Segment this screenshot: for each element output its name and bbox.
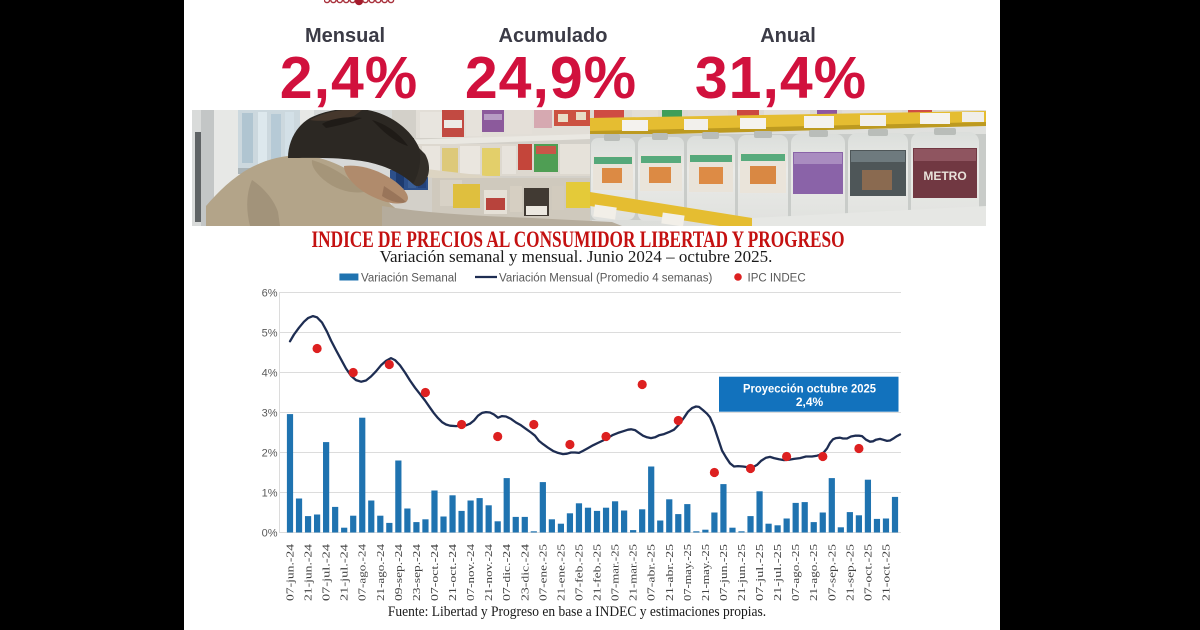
svg-text:07-oct.-24: 07-oct.-24 xyxy=(430,543,441,601)
svg-text:07-jul.-25: 07-jul.-25 xyxy=(755,544,766,601)
svg-text:4%: 4% xyxy=(262,368,278,380)
svg-text:07-may.-25: 07-may.-25 xyxy=(683,544,694,601)
svg-text:21-jul.-25: 21-jul.-25 xyxy=(773,544,784,601)
svg-text:1%: 1% xyxy=(262,488,278,500)
svg-text:21-feb.-25: 21-feb.-25 xyxy=(593,544,604,601)
svg-text:23-sep.-24: 23-sep.-24 xyxy=(412,543,423,601)
svg-text:IPC INDEC: IPC INDEC xyxy=(748,273,806,285)
svg-text:07-feb.-25: 07-feb.-25 xyxy=(575,544,586,601)
svg-text:07-jun.-25: 07-jun.-25 xyxy=(719,544,730,601)
svg-text:2%: 2% xyxy=(262,448,278,460)
svg-text:07-jun.-24: 07-jun.-24 xyxy=(286,543,297,601)
svg-text:Variación Mensual (Promedio 4: Variación Mensual (Promedio 4 semanas) xyxy=(499,273,712,285)
svg-text:METRO: METRO xyxy=(923,169,966,183)
svg-text:21-oct.-24: 21-oct.-24 xyxy=(448,543,459,601)
svg-text:5%: 5% xyxy=(262,328,278,340)
svg-text:07-dic.-24: 07-dic.-24 xyxy=(502,543,513,601)
svg-text:21-may.-25: 21-may.-25 xyxy=(701,544,712,601)
svg-text:07-mar.-25: 07-mar.-25 xyxy=(611,544,622,601)
svg-text:3%: 3% xyxy=(262,408,278,420)
svg-text:Variación Semanal: Variación Semanal xyxy=(361,273,457,285)
svg-text:21-ago.-25: 21-ago.-25 xyxy=(809,544,820,601)
svg-text:21-jun.-24: 21-jun.-24 xyxy=(304,543,315,601)
svg-text:07-sep.-25: 07-sep.-25 xyxy=(827,544,838,601)
svg-text:07-ene.-25: 07-ene.-25 xyxy=(538,544,549,601)
svg-text:07-ago.-25: 07-ago.-25 xyxy=(791,544,802,601)
svg-text:21-ago.-24: 21-ago.-24 xyxy=(376,543,387,601)
svg-text:6%: 6% xyxy=(262,288,278,300)
svg-text:0%: 0% xyxy=(262,528,278,540)
svg-text:07-abr.-25: 07-abr.-25 xyxy=(647,544,658,601)
svg-text:23-dic.-24: 23-dic.-24 xyxy=(520,543,531,601)
svg-text:07-ago.-24: 07-ago.-24 xyxy=(358,543,369,601)
svg-text:21-ene.-25: 21-ene.-25 xyxy=(556,544,567,601)
svg-text:21-mar.-25: 21-mar.-25 xyxy=(629,544,640,601)
svg-text:09-sep.-24: 09-sep.-24 xyxy=(394,543,405,601)
svg-text:21-jul.-24: 21-jul.-24 xyxy=(340,543,351,601)
svg-text:21-abr.-25: 21-abr.-25 xyxy=(665,544,676,601)
svg-text:Proyección octubre 2025: Proyección octubre 2025 xyxy=(743,382,876,396)
svg-text:21-jun.-25: 21-jun.-25 xyxy=(737,544,748,601)
svg-text:21-oct.-25: 21-oct.-25 xyxy=(882,544,893,601)
svg-text:07-jul.-24: 07-jul.-24 xyxy=(322,543,333,601)
svg-text:07-nov.-24: 07-nov.-24 xyxy=(466,543,477,601)
svg-text:21-sep.-25: 21-sep.-25 xyxy=(845,544,856,601)
svg-text:21-nov.-24: 21-nov.-24 xyxy=(484,543,495,601)
svg-text:07-oct.-25: 07-oct.-25 xyxy=(863,544,874,601)
svg-text:2,4%: 2,4% xyxy=(796,395,824,409)
